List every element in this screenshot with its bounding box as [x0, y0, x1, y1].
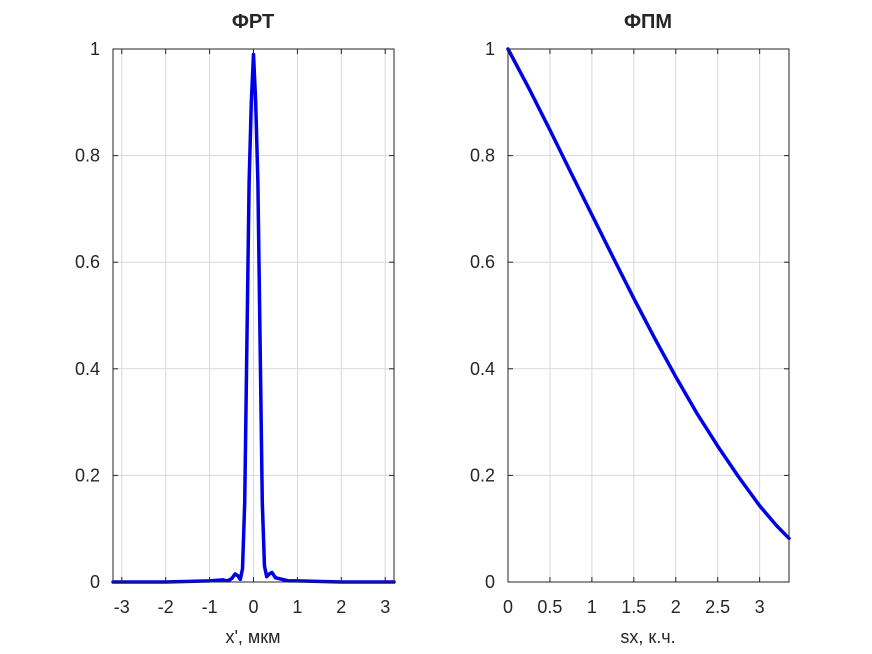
- x-tick-label: 3: [755, 597, 765, 617]
- x-tick-label: 3: [380, 597, 390, 617]
- x-tick-label: 1: [292, 597, 302, 617]
- y-tick-label: 0.2: [75, 465, 100, 485]
- x-tick-label: 0: [503, 597, 513, 617]
- x-tick-label: -2: [158, 597, 174, 617]
- x-tick-label: 2.5: [705, 597, 730, 617]
- plot-area: [506, 47, 791, 541]
- y-tick-label: 0.2: [470, 465, 495, 485]
- x-axis-label: x', мкм: [225, 627, 280, 647]
- y-tick-label: 0.4: [470, 359, 495, 379]
- y-tick-label: 0: [90, 572, 100, 592]
- grid-lines: [507, 48, 789, 583]
- y-tick-label: 0: [485, 572, 495, 592]
- x-tick-label: 0.5: [537, 597, 562, 617]
- y-tick-label: 0.4: [75, 359, 100, 379]
- x-tick-label: -1: [202, 597, 218, 617]
- x-tick-label: 0: [248, 597, 258, 617]
- x-axis-label: sx, к.ч.: [620, 627, 675, 647]
- series-line: [111, 52, 396, 584]
- y-tick-label: 0.8: [75, 146, 100, 166]
- y-tick-label: 1: [90, 39, 100, 59]
- tick-labels: 0 0.5 1 1.5 2 2.5 3 0 0.2 0.4 0.6 0.8 1: [470, 39, 765, 617]
- y-tick-label: 0.8: [470, 146, 495, 166]
- tick-labels: -3 -2 -1 0 1 2 3 0 0.2 0.4 0.6 0.8 1: [75, 39, 390, 617]
- y-tick-label: 0.6: [75, 252, 100, 272]
- x-tick-label: 2: [336, 597, 346, 617]
- plot-area: [111, 52, 396, 584]
- chart-frt: ФРТ -3 -2 -1 0 1 2 3 0 0.2 0.4 0.6 0.8 1 x', мкм: [75, 11, 396, 647]
- chart-title: ФПМ: [624, 11, 672, 33]
- chart-title: ФРТ: [232, 11, 274, 33]
- x-tick-label: 2: [671, 597, 681, 617]
- chart-fpm: ФПМ 0 0.5 1 1.5 2 2.5 3 0 0.2 0.4 0.6 0.8 1 sx, к.ч.: [470, 11, 791, 647]
- y-tick-label: 0.6: [470, 252, 495, 272]
- tick-marks: [112, 48, 395, 583]
- series-line: [506, 47, 791, 541]
- x-tick-label: -3: [114, 597, 130, 617]
- y-tick-label: 1: [485, 39, 495, 59]
- x-tick-label: 1: [587, 597, 597, 617]
- grid-lines: [113, 48, 394, 583]
- x-tick-label: 1.5: [621, 597, 646, 617]
- tick-marks: [507, 48, 790, 583]
- axes-box: [507, 48, 790, 583]
